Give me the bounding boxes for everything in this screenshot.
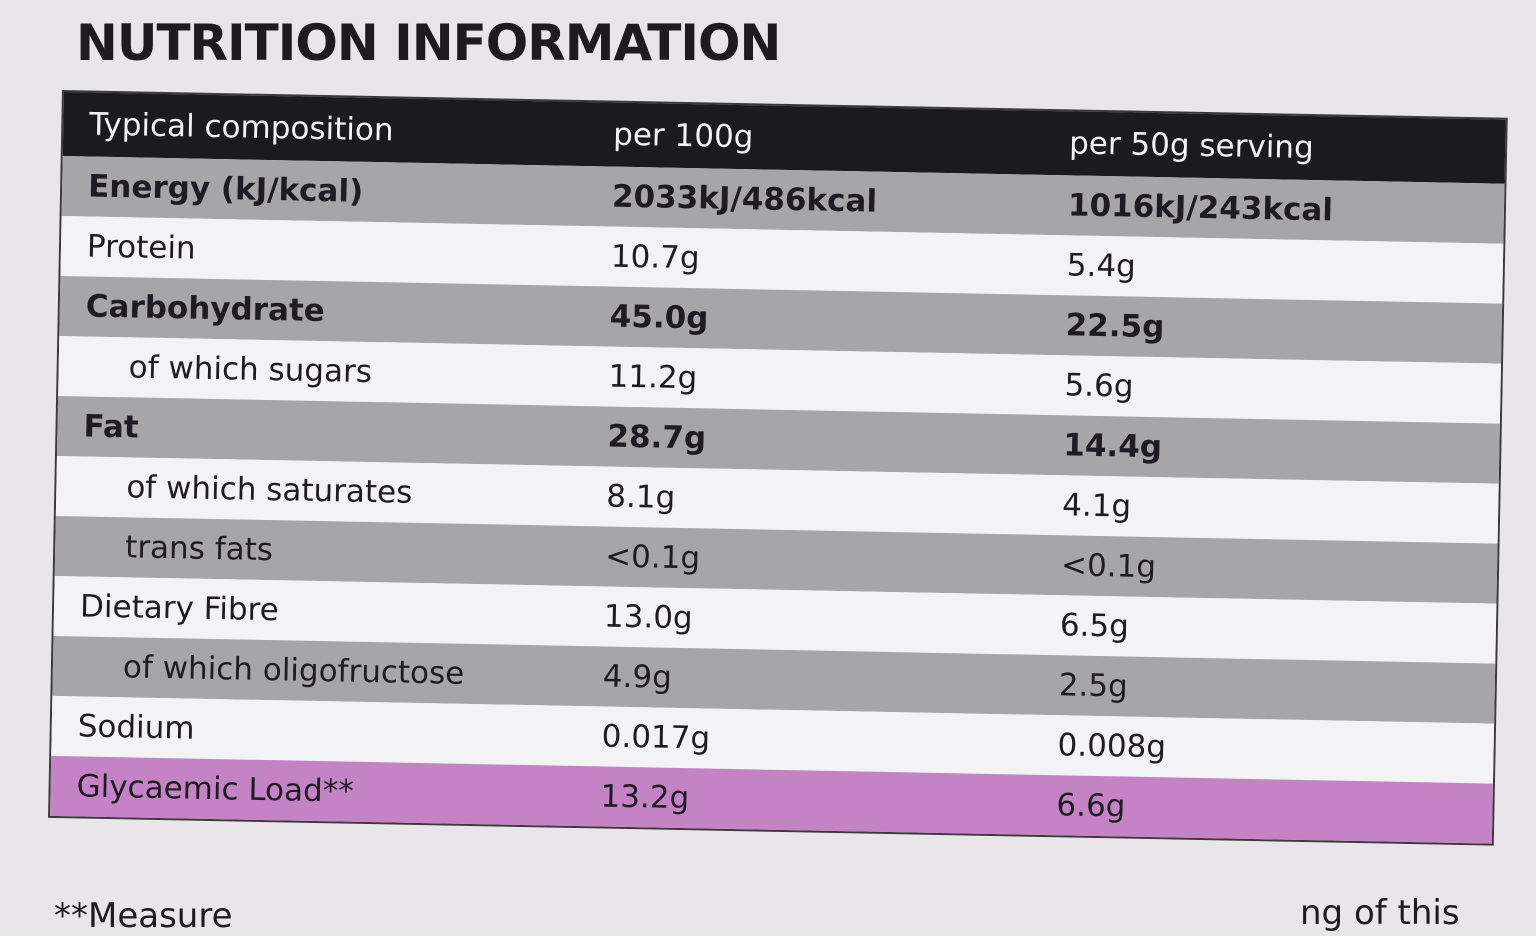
row-per-100g: 0.017g [601,718,711,757]
row-per-serving: 4.1g [1061,487,1132,525]
header-per-serving: per 50g serving [1068,125,1315,167]
row-label: Glycaemic Load** [76,768,355,810]
row-label: Energy (kJ/kcal) [87,168,364,210]
row-per-100g: <0.1g [604,538,701,577]
footnote-text: **Measure [54,896,233,936]
row-per-serving: 6.6g [1056,787,1126,825]
page-title: NUTRITION INFORMATION [76,14,781,72]
row-per-100g: 28.7g [607,418,707,457]
nutrition-table: Typical composition per 100g per 50g ser… [48,90,1508,846]
row-per-100g: 45.0g [609,298,709,337]
row-per-100g: 13.2g [600,778,690,817]
row-label: of which sugars [128,349,373,390]
row-per-100g: 11.2g [608,358,698,397]
row-per-serving: 5.6g [1064,367,1134,405]
row-label: Sodium [77,708,195,747]
row-per-100g: 13.0g [603,598,694,637]
row-per-100g: 2033kJ/486kcal [611,178,878,220]
row-label: Dietary Fibre [79,588,280,629]
row-per-100g: 4.9g [602,658,673,696]
row-label: of which saturates [126,469,413,511]
row-label: of which oligofructose [122,649,465,692]
row-label: trans fats [124,529,274,569]
footnote-text-right: ng of this [1300,893,1460,933]
row-label: Protein [86,228,196,267]
row-per-serving: 0.008g [1057,727,1167,766]
row-per-serving: 22.5g [1065,307,1165,346]
row-per-serving: <0.1g [1060,547,1157,586]
row-per-serving: 1016kJ/243kcal [1067,187,1334,229]
row-per-serving: 2.5g [1058,667,1129,705]
header-label: Typical composition [88,106,394,149]
header-per-100g: per 100g [612,116,754,156]
row-per-serving: 6.5g [1059,607,1130,645]
row-per-100g: 8.1g [605,478,676,516]
row-per-serving: 5.4g [1066,247,1137,285]
row-label: Fat [83,408,139,446]
row-label: Carbohydrate [85,288,326,330]
row-per-serving: 14.4g [1063,427,1163,466]
row-per-100g: 10.7g [610,238,700,277]
